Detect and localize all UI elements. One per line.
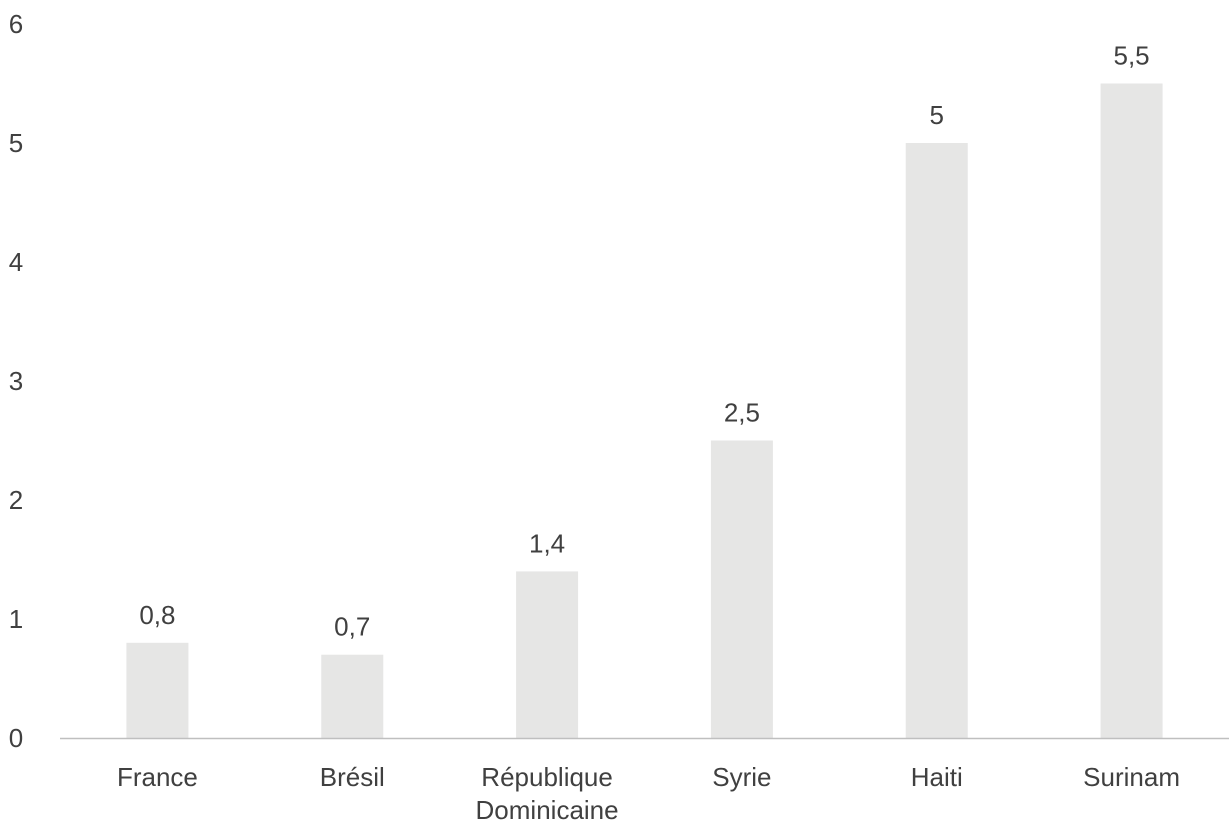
bar bbox=[126, 642, 189, 738]
data-label: 0,8 bbox=[139, 600, 175, 630]
category-label: Surinam bbox=[1083, 762, 1180, 792]
data-label: 1,4 bbox=[529, 528, 565, 558]
y-tick-label: 2 bbox=[9, 485, 23, 515]
bar bbox=[905, 143, 968, 738]
category-label: Haiti bbox=[911, 762, 963, 792]
category-label: Dominicaine bbox=[476, 795, 619, 825]
bars bbox=[126, 83, 1163, 738]
y-tick-label: 4 bbox=[9, 247, 23, 277]
data-labels: 0,8 0,7 1,4 2,5 5 5,5 bbox=[139, 41, 1149, 642]
y-axis-tick-labels: 0 1 2 3 4 5 6 bbox=[9, 9, 23, 753]
y-tick-label: 5 bbox=[9, 128, 23, 158]
bar bbox=[710, 440, 773, 738]
bar bbox=[516, 571, 579, 738]
data-label: 0,7 bbox=[334, 612, 370, 642]
data-label: 5 bbox=[930, 100, 944, 130]
category-label: République bbox=[481, 762, 613, 792]
data-label: 2,5 bbox=[724, 398, 760, 428]
y-tick-label: 3 bbox=[9, 366, 23, 396]
y-tick-label: 0 bbox=[9, 723, 23, 753]
data-label: 5,5 bbox=[1114, 41, 1150, 71]
bar bbox=[1100, 83, 1163, 738]
y-tick-label: 1 bbox=[9, 604, 23, 634]
category-label: France bbox=[117, 762, 198, 792]
bar bbox=[321, 654, 384, 738]
category-label: Syrie bbox=[712, 762, 771, 792]
y-tick-label: 6 bbox=[9, 9, 23, 39]
category-label: Brésil bbox=[320, 762, 385, 792]
